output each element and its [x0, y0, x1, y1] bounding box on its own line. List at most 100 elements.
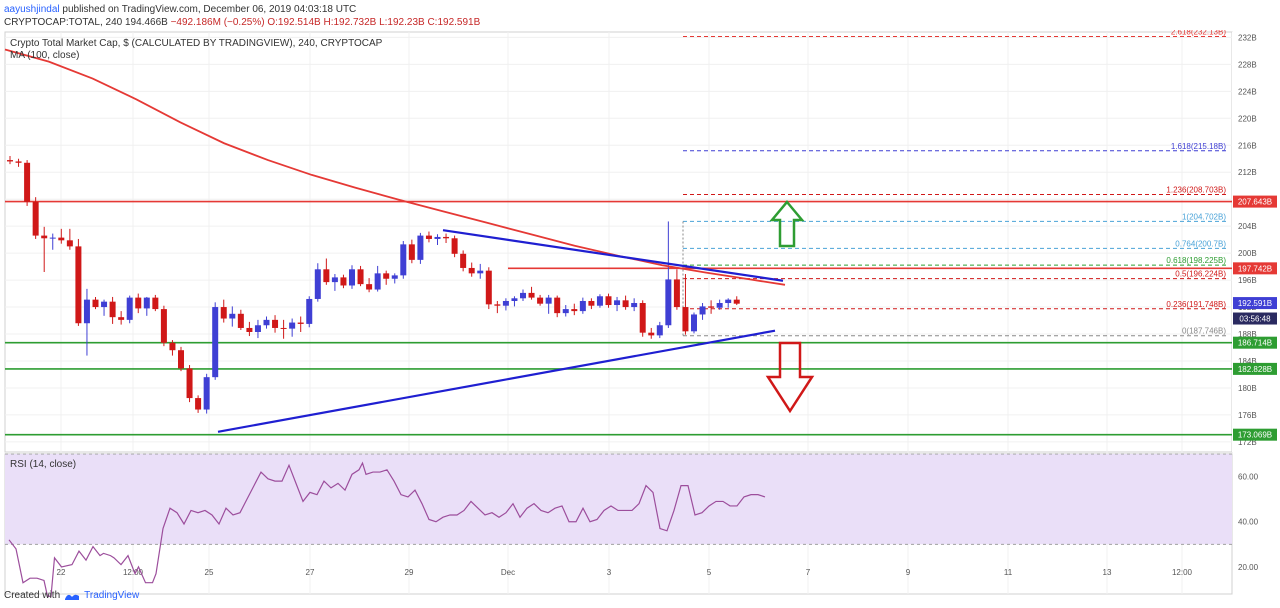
price-tick-label: 200B — [1238, 249, 1257, 258]
candle-body — [118, 317, 125, 320]
candle-body — [494, 304, 501, 306]
candle-body — [648, 332, 655, 336]
header: aayushjindal published on TradingView.co… — [0, 0, 1280, 30]
candle-body — [314, 269, 321, 299]
price-badge-label: 03:56:48 — [1239, 315, 1271, 324]
candle-body — [502, 300, 509, 306]
candle-body — [169, 342, 176, 351]
candle-body — [434, 236, 441, 239]
candle-body — [588, 300, 595, 306]
time-tick-label: 27 — [306, 568, 315, 577]
candle-body — [246, 327, 253, 332]
fibonacci-levels: 2.618(232.13B) 1.618(215.18B) 1.236(208.70… — [682, 30, 1228, 337]
price-axis[interactable] — [1232, 32, 1278, 452]
candle-body — [485, 270, 492, 305]
created-with-text: Created with — [4, 590, 61, 601]
candle-body — [528, 292, 535, 298]
candle-body — [212, 307, 219, 378]
candle-body — [596, 296, 603, 306]
candle-body — [306, 298, 313, 324]
candle-body — [152, 297, 159, 310]
candle-body — [605, 296, 612, 306]
candle-body — [186, 368, 193, 399]
level-badge — [1233, 362, 1277, 375]
time-tick-label: 25 — [205, 568, 214, 577]
candle-body — [665, 279, 672, 326]
fib-label: 0.5(196.224B) — [1175, 270, 1226, 279]
price-tick-label: 188B — [1238, 330, 1257, 339]
level-label: 186.714B — [1238, 339, 1272, 348]
price-tick-label: 228B — [1238, 60, 1257, 69]
candle-body — [323, 269, 330, 283]
time-tick-label: 22 — [57, 568, 66, 577]
publish-line: aayushjindal published on TradingView.co… — [4, 4, 356, 15]
author-link[interactable]: aayushjindal — [4, 4, 60, 15]
rsi-band — [5, 454, 1232, 545]
candle-body — [15, 161, 22, 163]
candle-body — [579, 300, 586, 312]
up-arrow-icon — [769, 200, 805, 248]
candle-body — [340, 277, 347, 286]
candle-body — [143, 297, 150, 309]
candle-body — [408, 244, 415, 260]
ohlc-values: O:192.514B H:192.732B L:192.23B C:192.59… — [267, 17, 481, 28]
candle-body — [520, 292, 526, 299]
candle-body — [451, 238, 458, 254]
level-badge — [1233, 195, 1277, 208]
level-label: 207.643B — [1238, 198, 1272, 207]
time-tick-label: 12:00 — [1172, 568, 1193, 577]
candle-body — [708, 306, 715, 308]
candle-body — [511, 298, 518, 301]
candle-body — [349, 269, 355, 286]
candle-body — [220, 307, 227, 319]
price-tick-label: 180B — [1238, 384, 1257, 393]
ma-line — [4, 48, 786, 286]
footer: Created with TradingView — [4, 590, 139, 601]
level-badge — [1233, 336, 1277, 349]
price-badges: 192.591B 03:56:48 — [1233, 297, 1277, 325]
candle-body — [417, 235, 424, 260]
price-chart[interactable]: 232B228B224B220B216B212B208B204B200B196B… — [0, 30, 1280, 608]
level-label: 197.742B — [1238, 264, 1272, 273]
trendline-upper — [442, 229, 784, 282]
time-tick-label: 11 — [1004, 568, 1013, 577]
level-badge — [1233, 428, 1277, 441]
candle-body — [135, 297, 142, 309]
fib-label: 1.618(215.18B) — [1171, 142, 1226, 151]
candle-body — [443, 236, 450, 239]
candle-body — [75, 246, 82, 324]
fib-label: 1(204.702B) — [1182, 212, 1226, 221]
price-tick-label: 184B — [1238, 357, 1257, 366]
candle-body — [733, 299, 740, 304]
trendline-lower — [217, 329, 776, 433]
fib-label: 0.236(191.748B) — [1166, 300, 1226, 309]
candle-body — [203, 377, 210, 410]
time-tick-label: 5 — [707, 568, 712, 577]
fib-label: 2.618(232.13B) — [1171, 30, 1226, 37]
candle-body — [366, 284, 373, 290]
candle-body — [126, 297, 133, 320]
fib-label: 1.236(208.703B) — [1166, 185, 1226, 194]
candle-body — [7, 160, 13, 162]
candle-body — [101, 301, 108, 308]
candle-body — [289, 322, 296, 329]
candle-body — [41, 235, 48, 239]
candle-body — [468, 267, 475, 274]
candle-body — [160, 309, 167, 343]
candle-body — [725, 299, 732, 304]
tradingview-link[interactable]: TradingView — [84, 590, 140, 601]
fib-label: 0.764(200.7B) — [1175, 239, 1226, 248]
candle-body — [178, 350, 184, 369]
candle-body — [357, 269, 364, 285]
candle-body — [58, 237, 65, 241]
price-badge-label: 192.591B — [1238, 299, 1272, 308]
candle-body — [331, 277, 338, 283]
level-label: 182.828B — [1238, 365, 1272, 374]
candle-body — [614, 300, 621, 306]
candle-body — [195, 398, 202, 410]
down-arrow-icon — [765, 341, 815, 414]
rsi-tick-label: 60.00 — [1238, 473, 1259, 482]
candle-body — [66, 240, 73, 247]
candle-body — [400, 244, 407, 276]
candle-body — [571, 309, 578, 312]
